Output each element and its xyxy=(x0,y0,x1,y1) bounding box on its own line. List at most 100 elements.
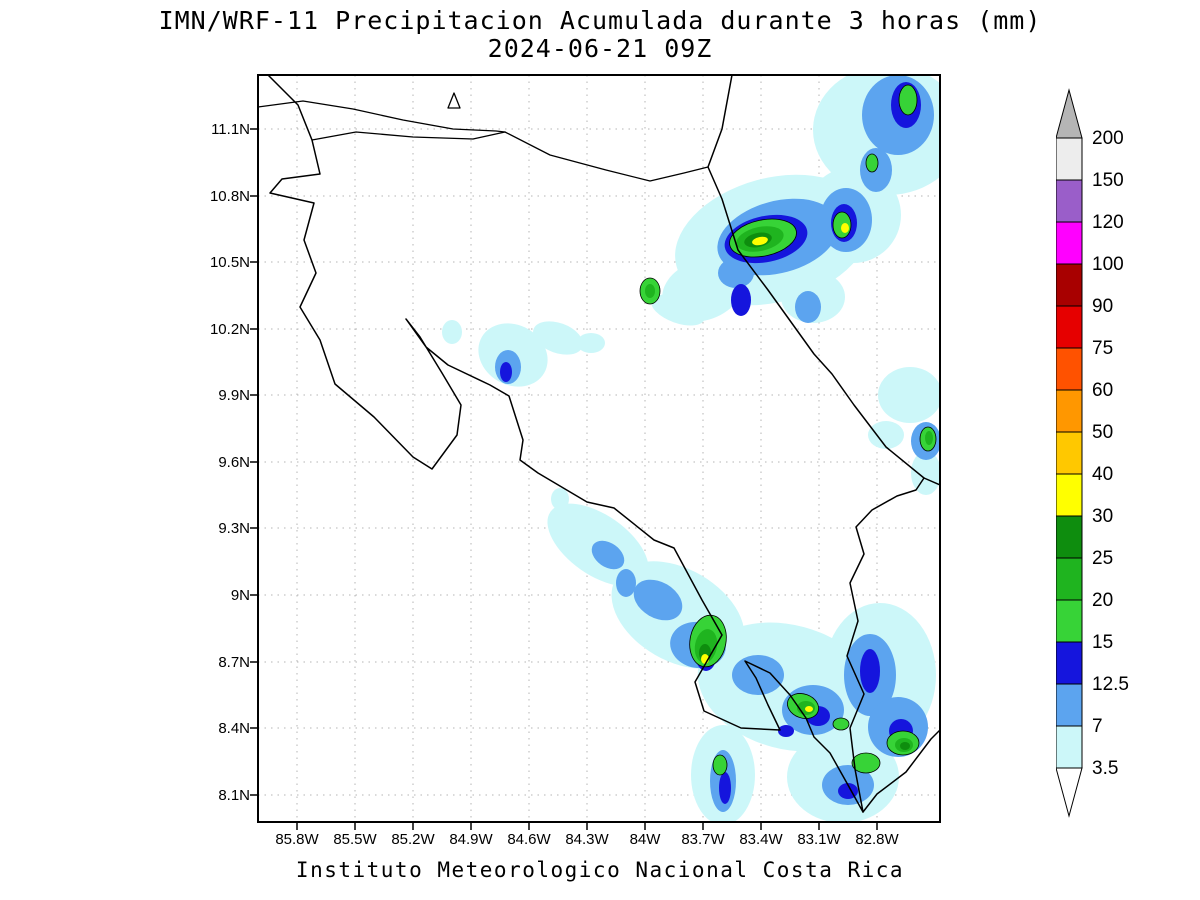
precip-cell xyxy=(860,649,880,693)
lon-tick-label: 85.2W xyxy=(391,831,435,848)
precip-cell xyxy=(500,362,512,382)
lon-tick-label: 84.9W xyxy=(449,831,493,848)
coastline-borders xyxy=(258,75,940,813)
lat-tick-label: 9N xyxy=(230,587,250,604)
precip-cell xyxy=(805,706,813,712)
colorbar-segment xyxy=(1056,683,1083,727)
precip-cell xyxy=(551,488,569,510)
colorbar-label: 60 xyxy=(1092,380,1113,401)
colorbar-segment xyxy=(1056,725,1083,769)
lon-tick-label: 84.3W xyxy=(565,831,609,848)
colorbar-segment xyxy=(1056,599,1083,643)
colorbar-label: 40 xyxy=(1092,464,1113,485)
colorbar-label: 15 xyxy=(1092,632,1113,653)
precip-cell xyxy=(778,725,794,737)
precip-cell xyxy=(719,772,731,804)
precip-cell xyxy=(591,540,625,570)
lon-tick-label: 83.4W xyxy=(739,831,783,848)
lat-tick-label: 9.3N xyxy=(218,520,250,537)
precip-shading xyxy=(442,75,940,822)
precip-cell xyxy=(752,236,768,246)
lon-tick-label: 83.7W xyxy=(681,831,725,848)
precip-cell xyxy=(841,223,849,233)
lon-tick-label: 83.1W xyxy=(797,831,841,848)
lon-tick-label: 84.6W xyxy=(507,831,551,848)
colorbar-segment xyxy=(1056,641,1083,685)
lon-tick-label: 82.8W xyxy=(855,831,899,848)
colorbar-label: 200 xyxy=(1092,128,1124,149)
lon-tick-label: 85.5W xyxy=(333,831,377,848)
lon-tick-label: 84W xyxy=(629,831,661,848)
precip-cell xyxy=(898,84,918,116)
map-title: IMN/WRF-11 Precipitacion Acumulada duran… xyxy=(158,6,1042,35)
colorbar-arrow-bottom xyxy=(1056,767,1083,818)
precip-cell xyxy=(533,321,583,355)
colorbar-segment xyxy=(1056,347,1083,391)
precip-cell xyxy=(718,258,754,288)
precip-cell xyxy=(868,421,904,449)
colorbar: 200 150 120 100 90 75 60 50 40 30 25 20 15 12.5 7 3.5 xyxy=(1056,88,1129,818)
colorbar-segment xyxy=(1056,515,1083,559)
lon-tick-label: 85.8W xyxy=(275,831,319,848)
colorbar-segment xyxy=(1056,221,1083,265)
colorbar-label: 120 xyxy=(1092,212,1124,233)
lat-tick-label: 10.8N xyxy=(209,188,250,205)
colorbar-label: 20 xyxy=(1092,590,1113,611)
precip-cell xyxy=(832,717,850,731)
colorbar-segment xyxy=(1056,263,1083,307)
precip-cell xyxy=(712,754,728,776)
colorbar-segment xyxy=(1056,137,1083,181)
coast-path xyxy=(311,131,709,182)
colorbar-segment xyxy=(1056,431,1083,475)
lat-tick-label: 10.5N xyxy=(209,254,250,271)
precip-cell xyxy=(616,569,636,597)
precip-cell xyxy=(442,320,462,344)
colorbar-label: 12.5 xyxy=(1092,674,1129,695)
lat-tick-label: 8.1N xyxy=(218,787,250,804)
colorbar-label: 25 xyxy=(1092,548,1113,569)
precip-cell xyxy=(645,284,655,298)
lat-tick-label: 9.6N xyxy=(218,454,250,471)
map-subtitle: 2024-06-21 09Z xyxy=(487,34,713,63)
colorbar-segment xyxy=(1056,389,1083,433)
lat-tick-label: 8.7N xyxy=(218,654,250,671)
lat-tick-label: 10.2N xyxy=(209,321,250,338)
colorbar-label: 75 xyxy=(1092,338,1113,359)
precip-cell xyxy=(633,579,683,621)
precip-cell xyxy=(577,333,605,353)
colorbar-label: 90 xyxy=(1092,296,1113,317)
coast-path xyxy=(258,100,506,133)
precipitation-map xyxy=(250,74,941,830)
coast-path xyxy=(267,75,925,813)
colorbar-label: 50 xyxy=(1092,422,1113,443)
lat-tick-label: 9.9N xyxy=(218,387,250,404)
precip-cell xyxy=(732,655,784,695)
precip-cell xyxy=(925,431,933,445)
lat-tick-label: 8.4N xyxy=(218,720,250,737)
precip-cell xyxy=(731,284,751,316)
colorbar-segment xyxy=(1056,179,1083,223)
precip-cell xyxy=(865,153,879,173)
colorbar-segment xyxy=(1056,305,1083,349)
axis-ticks xyxy=(250,128,878,830)
colorbar-label: 7 xyxy=(1092,716,1103,737)
footer-caption: Instituto Meteorologico Nacional Costa R… xyxy=(295,858,905,882)
colorbar-label: 100 xyxy=(1092,254,1124,275)
precip-cell xyxy=(795,291,821,323)
colorbar-segment xyxy=(1056,557,1083,601)
colorbar-label: 150 xyxy=(1092,170,1124,191)
coast-path xyxy=(923,477,940,486)
colorbar-segment xyxy=(1056,473,1083,517)
plot-frame xyxy=(257,74,941,823)
precip-cell xyxy=(651,294,705,326)
lat-tick-label: 11.1N xyxy=(211,121,250,138)
colorbar-label: 30 xyxy=(1092,506,1113,527)
precip-cell xyxy=(900,742,910,750)
precip-cell xyxy=(851,752,881,774)
colorbar-label: 3.5 xyxy=(1092,758,1118,779)
precip-cell xyxy=(878,367,940,423)
coast-path xyxy=(447,92,461,109)
precip-cell xyxy=(911,451,940,495)
coast-path xyxy=(862,729,940,813)
